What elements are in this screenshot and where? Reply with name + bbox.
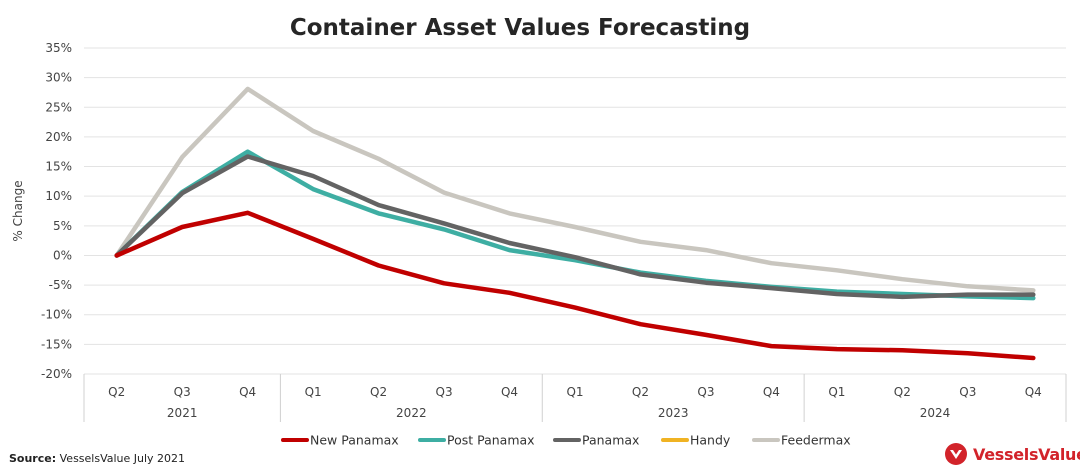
y-tick-label: 5% <box>53 219 72 233</box>
x-tick-label: Q2 <box>370 385 387 399</box>
y-tick-label: 20% <box>45 130 72 144</box>
series-lines <box>114 86 1036 361</box>
y-tick-label: -5% <box>49 278 72 292</box>
x-tick-label: Q1 <box>566 385 583 399</box>
source-text: VesselsValue July 2021 <box>59 452 186 465</box>
x-tick-label: Q2 <box>894 385 911 399</box>
legend: New Panamax Post Panamax Panamax Handy Feede… <box>281 433 851 448</box>
x-tick-label: Q2 <box>108 385 125 399</box>
chart-title: Container Asset Values Forecasting <box>290 15 750 41</box>
y-tick-label: -15% <box>41 337 72 351</box>
x-tick-label: Q4 <box>239 385 256 399</box>
x-tick-label: Q4 <box>501 385 518 399</box>
legend-label: Post Panamax <box>447 433 535 448</box>
legend-label: Handy <box>690 433 731 448</box>
x-tick-label: Q1 <box>305 385 322 399</box>
source-note: Source: VesselsValue July 2021 <box>9 452 185 465</box>
grid-lines <box>84 47 1066 375</box>
x-tick-label: Q3 <box>697 385 714 399</box>
x-tick-label: Q1 <box>828 385 845 399</box>
x-tick-label: Q4 <box>1025 385 1042 399</box>
series-line-panamax <box>114 154 1036 300</box>
vesselsvalue-logo: VesselsValue <box>944 442 1080 466</box>
y-tick-label: -10% <box>41 308 72 322</box>
y-tick-label: 10% <box>45 189 72 203</box>
y-tick-label: 25% <box>45 100 72 114</box>
x-tick-label: Q3 <box>174 385 191 399</box>
x-axis: Q2 Q3 Q4 Q1 Q2 Q3 Q4 Q1 Q2 Q3 Q4 Q1 Q2 Q3 Q4 2021 2022 20… <box>83 374 1067 422</box>
x-tick-label: Q3 <box>436 385 453 399</box>
series-line-new-panamax <box>114 210 1036 361</box>
y-tick-label: 30% <box>45 71 72 85</box>
vesselsvalue-logo-icon <box>945 443 967 465</box>
x-tick-label: Q3 <box>959 385 976 399</box>
y-axis-ticks: 35% 30% 25% 20% 15% 10% 5% 0% -5% -10% -15% -20% <box>41 41 72 381</box>
y-tick-label: 35% <box>45 41 72 55</box>
y-tick-label: 0% <box>53 248 72 262</box>
legend-label: New Panamax <box>310 433 399 448</box>
x-tick-label: Q2 <box>632 385 649 399</box>
x-year-label: 2022 <box>396 406 427 420</box>
legend-label: Feedermax <box>781 433 851 448</box>
y-tick-label: -20% <box>41 367 72 381</box>
x-year-label: 2021 <box>167 406 198 420</box>
x-year-label: 2023 <box>658 406 689 420</box>
source-label: Source: <box>9 452 57 465</box>
x-tick-label: Q4 <box>763 385 780 399</box>
y-tick-label: 15% <box>45 160 72 174</box>
logo-text: VesselsValue <box>973 444 1080 464</box>
series-line-feedermax <box>114 86 1036 293</box>
y-axis-label: % Change <box>11 180 25 241</box>
legend-label: Panamax <box>582 433 639 448</box>
x-year-label: 2024 <box>920 406 951 420</box>
